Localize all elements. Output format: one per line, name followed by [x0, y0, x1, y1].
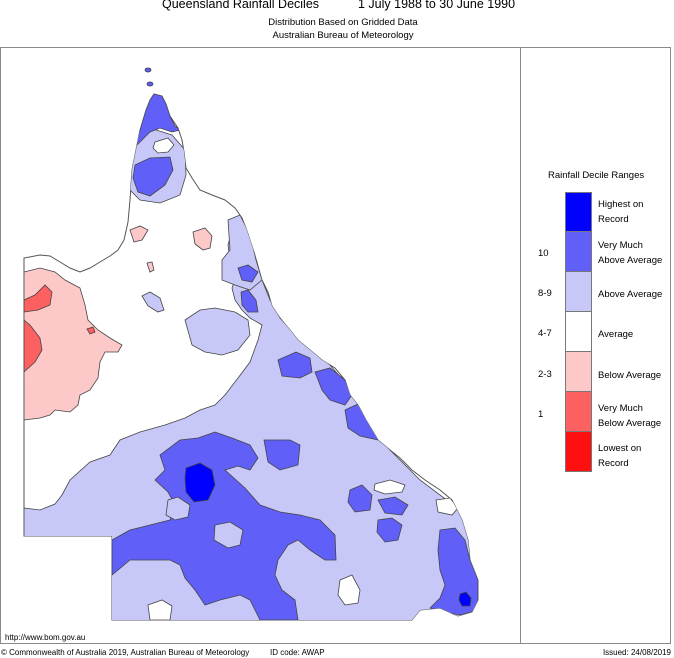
- map-subtitle-method: Distribution Based on Gridded Data: [268, 17, 418, 28]
- region-very-much-above-cape: [132, 156, 174, 197]
- map-subtitle-agency: Australian Bureau of Meteorology: [272, 30, 414, 41]
- legend-label-very-much-above: Very Much Above Average: [598, 240, 663, 266]
- region-average-hole-1: [373, 479, 406, 495]
- region-average-hole-3: [147, 599, 173, 620]
- region-very-much-above-coast-1: [237, 264, 259, 283]
- region-average-cape: [152, 137, 175, 154]
- legend-swatch-above: [565, 272, 592, 312]
- legend-label-above: Above Average: [598, 289, 663, 300]
- region-average-hole-2: [337, 574, 361, 606]
- legend-range-4-7: 4-7: [538, 328, 552, 339]
- legend-range-1: 1: [538, 409, 544, 420]
- region-very-much-below-1: [24, 284, 53, 313]
- map-title: Queensland Rainfall Deciles: [162, 0, 320, 11]
- torres-strait-island-2: [146, 81, 154, 87]
- region-above-average-mid: [184, 307, 251, 356]
- queensland-decile-map: [23, 67, 479, 621]
- legend-label-average: Average: [598, 329, 634, 340]
- legend-divider: [520, 47, 521, 644]
- legend-range-10: 10: [538, 248, 549, 259]
- legend-swatch-highest: [565, 192, 592, 232]
- legend-range-8-9: 8-9: [538, 288, 552, 299]
- region-above-average-hole-2: [213, 521, 244, 549]
- id-code: ID code: AWAP: [270, 648, 325, 657]
- region-very-much-above-east-3: [377, 496, 409, 516]
- legend-label-very-much-below: Very Much Below Average: [598, 403, 662, 429]
- region-very-much-above-coast-3: [277, 351, 313, 379]
- region-below-average-n1: [192, 227, 213, 251]
- region-below-average-n2: [129, 225, 149, 243]
- region-above-average-hole-1: [165, 496, 191, 521]
- legend-swatch-very-much-below: [565, 392, 592, 432]
- region-very-much-below-2: [24, 319, 43, 373]
- torres-strait-island-1: [144, 67, 152, 73]
- website-link[interactable]: http://www.bom.gov.au: [5, 633, 86, 642]
- map-frame: [0, 47, 671, 644]
- region-very-much-above-east-1: [263, 439, 301, 471]
- region-very-much-above-east-2: [347, 484, 373, 513]
- region-very-much-above-east-4: [376, 517, 403, 543]
- region-highest-on-record-central: [184, 462, 216, 503]
- legend-swatch-average: [565, 312, 592, 352]
- legend-label-below: Below Average: [598, 370, 662, 381]
- legend-label-highest: Highest on Record: [598, 199, 644, 225]
- region-below-average-n3: [146, 261, 155, 273]
- copyright-notice: © Commonwealth of Australia 2019, Austra…: [1, 648, 250, 657]
- region-above-average-n1: [141, 291, 165, 313]
- legend-swatch-very-much-above: [565, 232, 592, 272]
- legend-swatch-lowest: [565, 432, 592, 472]
- title-bar: Queensland Rainfall Deciles 1 July 1988 …: [0, 0, 674, 14]
- region-average-hole-4: [435, 497, 459, 516]
- region-very-much-below-3: [86, 326, 96, 335]
- legend-title: Rainfall Decile Ranges: [548, 170, 645, 181]
- issued-date: Issued: 24/08/2019: [602, 648, 671, 657]
- region-very-much-above-coast-4: [314, 367, 353, 406]
- legend-color-bar: [565, 192, 592, 472]
- map-period: 1 July 1988 to 30 June 1990: [358, 0, 516, 11]
- legend-label-lowest: Lowest on Record: [598, 443, 642, 469]
- legend-range-2-3: 2-3: [538, 369, 552, 380]
- region-very-much-above-coast-2: [240, 289, 259, 313]
- region-highest-on-record-se: [458, 591, 472, 607]
- legend-swatch-below: [565, 352, 592, 392]
